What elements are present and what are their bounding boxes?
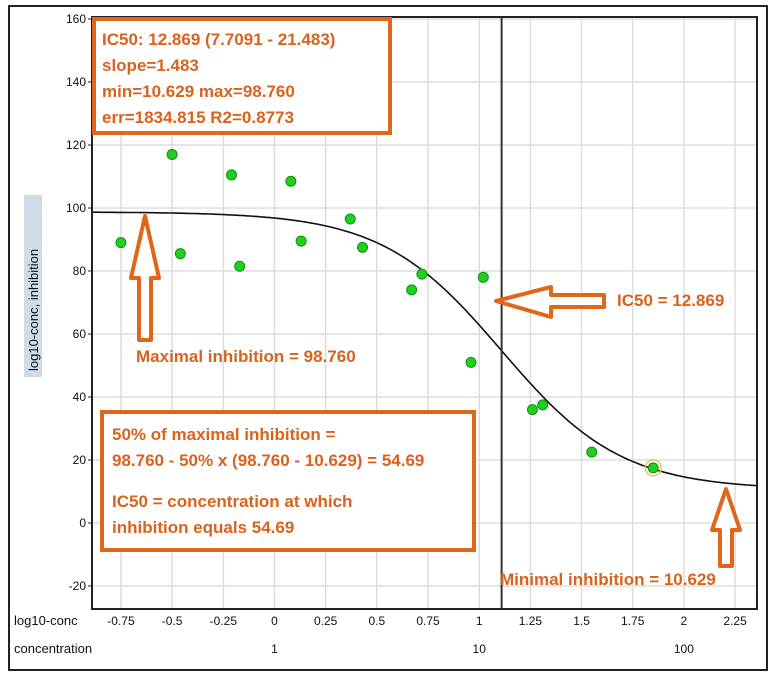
y-tick-label: 0 [79, 516, 86, 530]
y-tick-label: 60 [73, 327, 87, 341]
x-tick-label: 1 [476, 614, 483, 628]
x-tick-label: 2.25 [723, 614, 747, 628]
plot-border [91, 16, 758, 610]
y-tick-label: 20 [73, 453, 87, 467]
x-tick-label: 0.25 [314, 614, 338, 628]
concentration-tick-label: 100 [674, 642, 694, 656]
ic50-arrow-icon [494, 285, 606, 319]
data-point [166, 148, 178, 160]
concentration-tick-label: 1 [271, 642, 278, 656]
axis-ticks: -0.75 -0.5 -0.25 0 0.25 0.5 0.75 1 1.25 1.5 1.75 2 2… [66, 12, 747, 656]
data-point [586, 446, 598, 458]
x-tick-label: 0.5 [369, 614, 386, 628]
data-point [526, 404, 538, 416]
y-tick-label: 120 [66, 138, 86, 152]
data-point [115, 237, 127, 249]
max-arrow-icon [129, 214, 161, 342]
stats-box: IC50: 12.869 (7.7091 - 21.483) slope=1.4… [92, 17, 392, 135]
stats-line: slope=1.483 [102, 56, 199, 75]
concentration-tick-label: 10 [473, 642, 487, 656]
x-tick-label: 1.5 [573, 614, 590, 628]
explain-line: IC50 = concentration at which [112, 492, 352, 511]
data-point [234, 260, 246, 272]
data-point [416, 268, 428, 280]
stats-line: err=1834.815 R2=0.8773 [102, 108, 294, 127]
data-point [285, 175, 297, 187]
y-tick-label: 140 [66, 75, 86, 89]
y-tick-label: 80 [73, 264, 87, 278]
y-tick-label: 40 [73, 390, 87, 404]
x-row-label-log10-conc: log10-conc [14, 613, 78, 628]
data-point [477, 271, 489, 283]
data-point [357, 241, 369, 253]
min-inhibition-label: Minimal inhibition = 10.629 [500, 570, 716, 589]
ic50-label: IC50 = 12.869 [617, 291, 724, 310]
x-tick-label: 2 [681, 614, 688, 628]
y-tick-label: 160 [66, 12, 86, 26]
data-point [465, 356, 477, 368]
max-inhibition-label: Maximal inhibition = 98.760 [136, 347, 356, 366]
data-point [647, 462, 659, 474]
stats-line: IC50: 12.869 (7.7091 - 21.483) [102, 30, 335, 49]
x-tick-label: 0.75 [416, 614, 440, 628]
data-points [115, 148, 662, 477]
stats-line: min=10.629 max=98.760 [102, 82, 295, 101]
y-tick-label: 100 [66, 201, 86, 215]
x-tick-label: 0 [271, 614, 278, 628]
data-point [226, 169, 238, 181]
explain-line: 98.760 - 50% x (98.760 - 10.629) = 54.69 [112, 451, 424, 470]
x-tick-label: -0.75 [107, 614, 135, 628]
x-tick-label: 1.25 [519, 614, 543, 628]
explain-line: 50% of maximal inhibition = [112, 425, 335, 444]
x-tick-label: 1.75 [621, 614, 645, 628]
data-point [174, 248, 186, 260]
y-tick-label: -20 [69, 579, 87, 593]
highlight-ring [644, 459, 662, 477]
y-axis-label-background [24, 195, 42, 377]
x-tick-label: -0.5 [162, 614, 183, 628]
min-arrow-icon [710, 487, 742, 568]
data-point [344, 213, 356, 225]
data-point [537, 399, 549, 411]
x-tick-label: -0.25 [210, 614, 238, 628]
data-point [406, 284, 418, 296]
data-point [295, 235, 307, 247]
x-row-label-concentration: concentration [14, 641, 92, 656]
y-axis-label: log10-conc, inhibition [26, 249, 41, 371]
explain-line: inhibition equals 54.69 [112, 518, 294, 537]
explain-box: 50% of maximal inhibition = 98.760 - 50%… [100, 410, 476, 552]
